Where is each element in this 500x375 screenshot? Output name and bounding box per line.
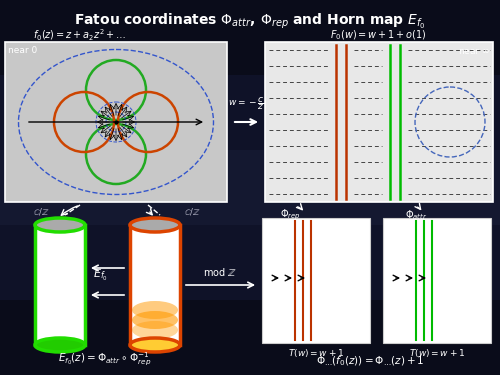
Bar [262, 218, 370, 343]
Text: $T(w) = w + 1$: $T(w) = w + 1$ [409, 347, 465, 359]
Text: $f_0(z) = z + a_2z^2 + \ldots$: $f_0(z) = z + a_2z^2 + \ldots$ [34, 28, 126, 44]
Bar [0, 75, 500, 150]
Ellipse shape [35, 338, 85, 352]
Bar [130, 225, 180, 345]
Text: Fatou coordinates $\Phi_{attr}$, $\Phi_{rep}$ and Horn map $E_{f_0}$: Fatou coordinates $\Phi_{attr}$, $\Phi_{… [74, 12, 426, 31]
Text: $\Phi_{attr}$: $\Phi_{attr}$ [405, 208, 427, 222]
Text: $T(w) = w + 1$: $T(w) = w + 1$ [288, 347, 344, 359]
Text: near $\infty$: near $\infty$ [458, 46, 490, 56]
Bar [383, 218, 491, 343]
Ellipse shape [130, 338, 180, 352]
Bar [0, 300, 500, 375]
Text: $E_{f_0}$: $E_{f_0}$ [92, 267, 108, 282]
Bar [265, 42, 493, 202]
Text: $\mathbb{C}/\mathbb{Z}$: $\mathbb{C}/\mathbb{Z}$ [33, 206, 50, 217]
Bar [0, 225, 500, 300]
Bar [5, 42, 227, 202]
Ellipse shape [132, 311, 178, 329]
Text: near 0: near 0 [8, 46, 37, 55]
Text: $F_0(w) = w + 1 + o(1)$: $F_0(w) = w + 1 + o(1)$ [330, 28, 426, 42]
Ellipse shape [132, 301, 178, 319]
Bar [0, 150, 500, 225]
Text: $\Phi_{rep}$: $\Phi_{rep}$ [280, 208, 301, 222]
Ellipse shape [132, 321, 178, 339]
Text: $\mathbb{C}/\mathbb{Z}$: $\mathbb{C}/\mathbb{Z}$ [184, 206, 201, 217]
Text: $w=-\dfrac{c}{z}$: $w=-\dfrac{c}{z}$ [228, 95, 264, 112]
Text: $\Phi_{\ldots}(f_0(z)) = \Phi_{\ldots}(z) + 1$: $\Phi_{\ldots}(f_0(z)) = \Phi_{\ldots}(z… [316, 354, 424, 368]
Text: mod $\mathbb{Z}$: mod $\mathbb{Z}$ [203, 266, 237, 278]
Bar [35, 225, 85, 345]
Text: $E_{f_0}(z) = \Phi_{attr} \circ \Phi_{rep}^{-1}$: $E_{f_0}(z) = \Phi_{attr} \circ \Phi_{re… [58, 351, 152, 368]
Ellipse shape [35, 218, 85, 232]
Bar [0, 0, 500, 75]
Ellipse shape [130, 218, 180, 232]
